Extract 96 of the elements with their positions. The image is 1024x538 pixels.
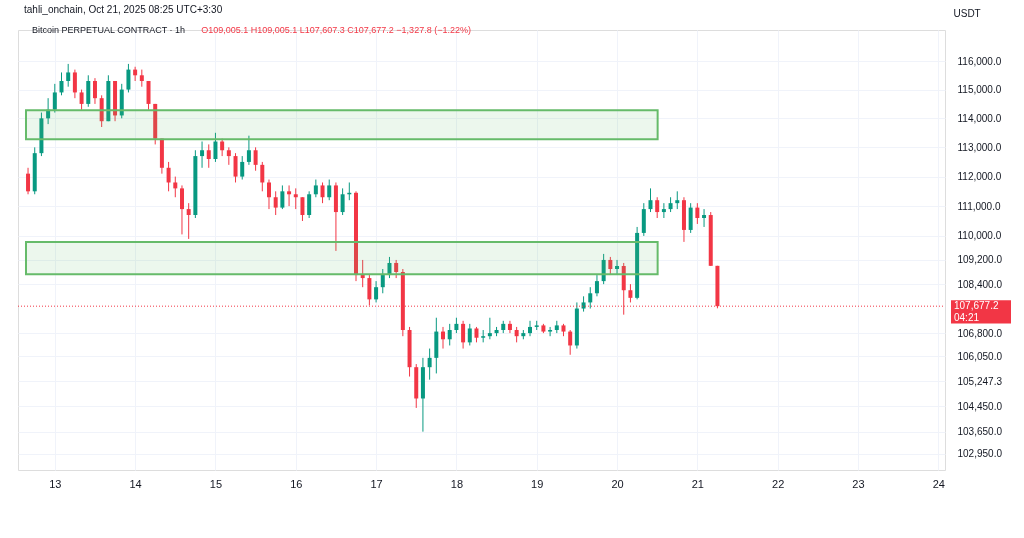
y-tick-label: 111,000.0 — [957, 200, 1001, 212]
candlestick — [253, 146, 258, 172]
candlestick — [340, 187, 345, 216]
candlestick — [206, 143, 211, 169]
candlestick — [99, 94, 104, 128]
candlestick — [548, 326, 553, 337]
y-tick-label: 114,000.0 — [957, 112, 1002, 124]
candlestick — [166, 161, 171, 192]
y-tick-label: 106,050.0 — [957, 350, 1003, 362]
x-tick-label: 13 — [49, 477, 62, 490]
candlestick — [441, 326, 446, 350]
candlestick — [320, 181, 325, 204]
y-tick-label: 110,000.0 — [957, 230, 1002, 242]
candlestick — [601, 253, 606, 285]
candlestick — [213, 132, 218, 163]
candlestick — [702, 208, 707, 228]
x-tick-label: 15 — [209, 477, 223, 490]
y-tick-label: 106,800.0 — [957, 327, 1003, 339]
candlestick — [126, 63, 131, 93]
x-tick-label: 18 — [450, 477, 464, 490]
candlestick — [307, 190, 312, 219]
candlestick — [648, 187, 653, 213]
x-tick-label: 19 — [531, 477, 544, 490]
candlestick — [327, 179, 332, 201]
candlestick — [528, 320, 533, 337]
candlestick — [447, 323, 452, 346]
candlestick — [273, 190, 278, 216]
candlestick — [695, 202, 700, 225]
candlestick — [280, 184, 285, 210]
x-tick-label: 20 — [611, 477, 624, 490]
candlestick — [26, 167, 31, 195]
candlestick — [374, 280, 379, 303]
y-tick-label: 113,000.0 — [957, 141, 1002, 153]
x-tick-label: 17 — [370, 477, 383, 490]
candlestick — [387, 256, 392, 279]
y-tick-label: 112,000.0 — [957, 171, 1002, 183]
chart-subtitle: O109,005.1 H109,005.1 L107,607.3 C107,677.2 −1,327.8 (−1.22%) — [201, 25, 471, 35]
candlestick — [655, 196, 660, 219]
y-tick-label: 104,450.0 — [957, 400, 1003, 412]
y-tick-label: 108,400.0 — [957, 278, 1003, 290]
x-tick-label: 14 — [129, 477, 142, 490]
candlestick — [260, 161, 265, 192]
candlestick — [240, 155, 245, 181]
candlestick — [293, 187, 298, 210]
x-tick-label: 24 — [932, 477, 945, 490]
candlestick — [246, 135, 251, 166]
candlestick — [173, 176, 178, 198]
candlestick — [266, 179, 271, 210]
x-tick-label: 23 — [852, 477, 865, 490]
y-tick-label: 103,650.0 — [957, 426, 1003, 438]
candlestick — [461, 320, 466, 350]
candlestick — [568, 329, 573, 356]
y-axis-title: USDT — [953, 7, 981, 19]
candlestick — [59, 71, 64, 96]
y-tick-label: 105,247.3 — [957, 375, 1003, 387]
ref-line-label: 107,677.2 — [954, 300, 999, 312]
candlestick — [487, 317, 492, 340]
candlestick — [641, 202, 646, 237]
candlestick — [146, 80, 151, 111]
x-tick-label: 21 — [691, 477, 704, 490]
candlestick — [467, 323, 472, 346]
candlestick — [608, 256, 613, 276]
candlestick — [186, 202, 191, 240]
candlestick — [220, 138, 225, 157]
candlestick — [507, 320, 512, 334]
candlestick — [179, 184, 184, 235]
y-tick-label: 116,000.0 — [957, 55, 1002, 67]
candlestick — [52, 83, 57, 114]
candlestick — [594, 274, 599, 297]
text: 04:21 — [954, 312, 980, 324]
x-tick-label: 16 — [290, 477, 303, 490]
y-tick-label: 102,950.0 — [957, 448, 1003, 460]
candlestick — [394, 259, 399, 279]
y-tick-label: 115,000.0 — [957, 84, 1002, 96]
candlestick — [66, 63, 71, 88]
chart-title: Bitcoin PERPETUAL CONTRACT · 1h — [32, 25, 186, 35]
candlestick — [588, 286, 593, 310]
candlestick — [615, 259, 620, 276]
x-tick-label: 22 — [772, 477, 785, 490]
candlestick — [233, 152, 238, 183]
candlestick — [300, 196, 305, 222]
candlestick — [86, 74, 91, 108]
candlestick — [287, 184, 292, 207]
candlestick — [72, 69, 77, 99]
candlestick — [688, 202, 693, 234]
candlestick — [628, 283, 633, 303]
candlestick — [427, 348, 432, 381]
candlestick — [79, 89, 84, 111]
candlestick — [360, 259, 365, 288]
candlestick — [46, 97, 51, 125]
candlestick — [92, 77, 97, 105]
candlestick — [380, 268, 385, 294]
text: tahli_onchain, Oct 21, 2025 08:25 UTC+3:30 — [24, 4, 223, 15]
y-tick-label: 109,200.0 — [957, 254, 1003, 266]
candlestick — [200, 141, 205, 169]
candlestick — [661, 202, 666, 219]
